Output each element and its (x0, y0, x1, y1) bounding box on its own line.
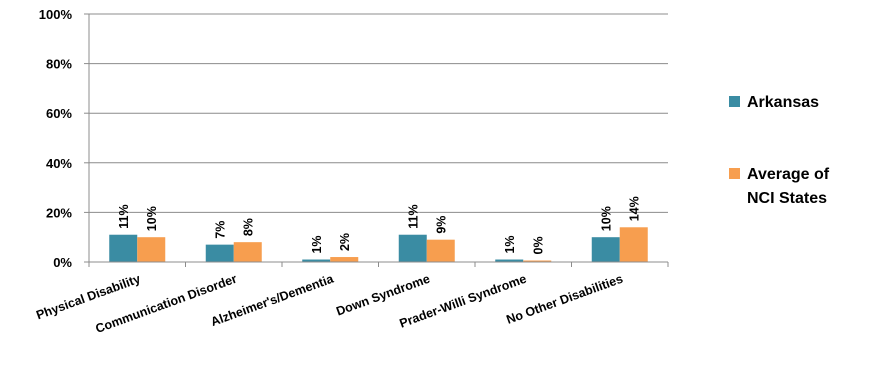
data-label-average-of-nci-states-physical-disability: 10% (145, 206, 159, 231)
y-axis-ticks: 0% 20% 40% 60% 80% 100% (39, 7, 73, 270)
bar-average-of-nci-states-no-other-disabilities (620, 227, 648, 262)
data-label-arkansas-physical-disability: 11% (117, 204, 131, 228)
legend-swatch-nci-average (729, 168, 740, 179)
legend-label-nci-average-line1: Average of (747, 166, 830, 183)
data-labels: 11% 10% 7% 8% 1% 2% 11% 9% 1% 0% 10% 14% (117, 196, 642, 254)
data-label-average-of-nci-states-no-other-disabilities: 14% (628, 196, 642, 221)
bar-arkansas-down-syndrome (399, 235, 427, 262)
bar-arkansas-communication-disorder (206, 245, 234, 262)
data-label-arkansas-communication-disorder: 7% (214, 221, 228, 239)
bars (109, 227, 648, 262)
data-label-arkansas-alzheimer-s-dementia: 1% (310, 235, 324, 253)
y-tick-label: 20% (46, 205, 72, 220)
bar-average-of-nci-states-physical-disability (137, 237, 165, 262)
data-label-average-of-nci-states-communication-disorder: 8% (242, 218, 256, 236)
y-tick-label: 80% (46, 57, 72, 72)
y-tick-label: 100% (39, 7, 73, 22)
legend-label-nci-average: Average of NCI States (747, 166, 834, 207)
data-label-average-of-nci-states-down-syndrome: 9% (435, 216, 449, 234)
data-label-average-of-nci-states-prader-willi-syndrome: 0% (531, 236, 545, 254)
bar-arkansas-physical-disability (109, 235, 137, 262)
bar-average-of-nci-states-alzheimer-s-dementia (330, 257, 358, 262)
bar-average-of-nci-states-down-syndrome (427, 240, 455, 262)
y-tick-label: 60% (46, 106, 72, 121)
data-label-arkansas-no-other-disabilities: 10% (600, 206, 614, 231)
legend: Arkansas Average of NCI States (729, 94, 834, 207)
x-axis (89, 14, 668, 267)
data-label-arkansas-down-syndrome: 11% (407, 204, 421, 228)
y-tick-label: 0% (53, 255, 72, 270)
gridlines (84, 14, 668, 262)
data-label-arkansas-prader-willi-syndrome: 1% (503, 235, 517, 253)
data-label-average-of-nci-states-alzheimer-s-dementia: 2% (338, 233, 352, 251)
bar-arkansas-no-other-disabilities (592, 237, 620, 262)
legend-swatch-arkansas (729, 96, 740, 107)
y-tick-label: 40% (46, 156, 72, 171)
bar-average-of-nci-states-communication-disorder (234, 242, 262, 262)
legend-label-nci-average-line2: NCI States (747, 190, 827, 207)
legend-label-arkansas: Arkansas (747, 94, 819, 111)
